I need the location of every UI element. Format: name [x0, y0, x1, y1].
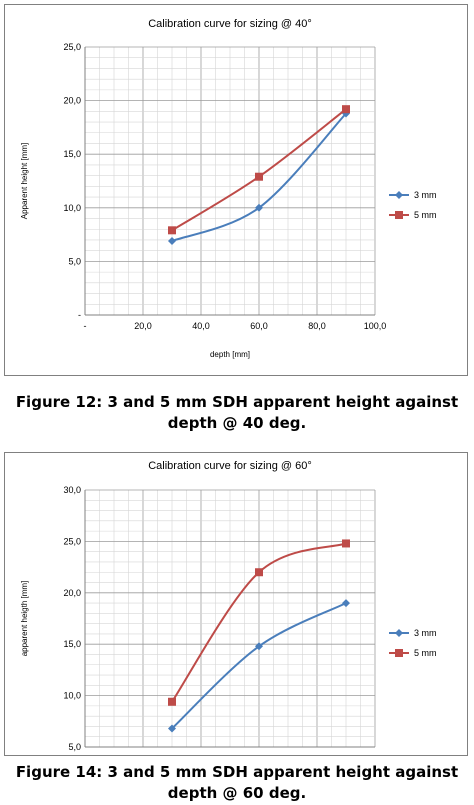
chart-2-data-point-1 [168, 697, 176, 706]
chart-1-data-point-0 [255, 203, 263, 212]
chart-2-grid [84, 489, 376, 748]
chart-2-data-point-1 [342, 539, 350, 548]
chart-1-legend: 3 mm 5 mm [389, 190, 437, 220]
chart-2-y-axis-label: apparent heigth [mm] [20, 581, 29, 657]
chart-2-legend-marker-1 [395, 649, 403, 657]
chart-1-y-tick-label: 15,0 [63, 149, 81, 159]
chart-2-data-point-1 [255, 568, 263, 577]
chart-1: Calibration curve for sizing @ 40° - 5,0 10… [4, 4, 468, 376]
chart-1-data-point-1 [255, 172, 263, 181]
chart-1-x-tick-label: 40,0 [192, 321, 210, 331]
chart-2-series-1 [168, 539, 350, 706]
chart-1-x-tick-label: 20,0 [134, 321, 152, 331]
chart-1-svg: Calibration curve for sizing @ 40° - 5,0 10… [20, 18, 437, 359]
chart-1-grid [84, 46, 376, 316]
chart-1-legend-marker-0 [395, 191, 403, 199]
chart-1-y-tick-label: 10,0 [63, 203, 81, 213]
chart-1-title: Calibration curve for sizing @ 40° [148, 18, 312, 30]
chart-2-svg: Calibration curve for sizing @ 60° 5,0 10,… [20, 460, 437, 752]
chart-2-data-point-0 [255, 642, 263, 651]
chart-1-x-axis-label: depth [mm] [210, 350, 250, 359]
chart-2-y-tick-label: 30,0 [63, 485, 81, 495]
chart-1-y-tick-label: - [78, 310, 81, 320]
chart-2-legend-label-0: 3 mm [414, 628, 437, 638]
chart-2: Calibration curve for sizing @ 60° 5,0 10,… [4, 452, 468, 756]
chart-1-y-axis-label: Apparent height [mm] [20, 143, 29, 219]
chart-1-legend-label-1: 5 mm [414, 210, 437, 220]
chart-1-y-tick-label: 25,0 [63, 42, 81, 52]
chart-1-x-tick-label: 80,0 [308, 321, 326, 331]
chart-2-data-point-0 [342, 599, 350, 608]
chart-2-legend-label-1: 5 mm [414, 648, 437, 658]
chart-1-x-tick-label: 100,0 [364, 321, 387, 331]
chart-1-y-tick-label: 5,0 [68, 256, 81, 266]
chart-2-y-tick-label: 5,0 [68, 742, 81, 752]
chart-1-x-tick-label: 60,0 [250, 321, 268, 331]
chart-2-title: Calibration curve for sizing @ 60° [148, 460, 312, 472]
figure-14-caption: Figure 14: 3 and 5 mm SDH apparent heigh… [15, 763, 459, 802]
chart-1-y-tick-label: 20,0 [63, 96, 81, 106]
chart-1-data-point-0 [168, 237, 176, 246]
figure-12-caption: Figure 12: 3 and 5 mm SDH apparent heigh… [15, 393, 459, 432]
chart-1-legend-label-0: 3 mm [414, 190, 437, 200]
chart-2-series-0 [168, 599, 350, 733]
chart-2-data-point-0 [168, 724, 176, 733]
chart-2-y-tick-label: 10,0 [63, 691, 81, 701]
chart-1-series-0 [168, 109, 350, 246]
chart-2-legend-marker-0 [395, 629, 403, 637]
chart-1-series-1 [168, 105, 350, 235]
chart-2-legend: 3 mm 5 mm [389, 628, 437, 658]
chart-1-legend-marker-1 [395, 211, 403, 219]
chart-1-x-tick-label: - [84, 321, 87, 331]
chart-2-y-tick-label: 15,0 [63, 639, 81, 649]
chart-1-data-point-1 [168, 226, 176, 235]
chart-2-y-tick-label: 25,0 [63, 536, 81, 546]
chart-2-y-tick-label: 20,0 [63, 588, 81, 598]
chart-1-data-point-1 [342, 105, 350, 114]
